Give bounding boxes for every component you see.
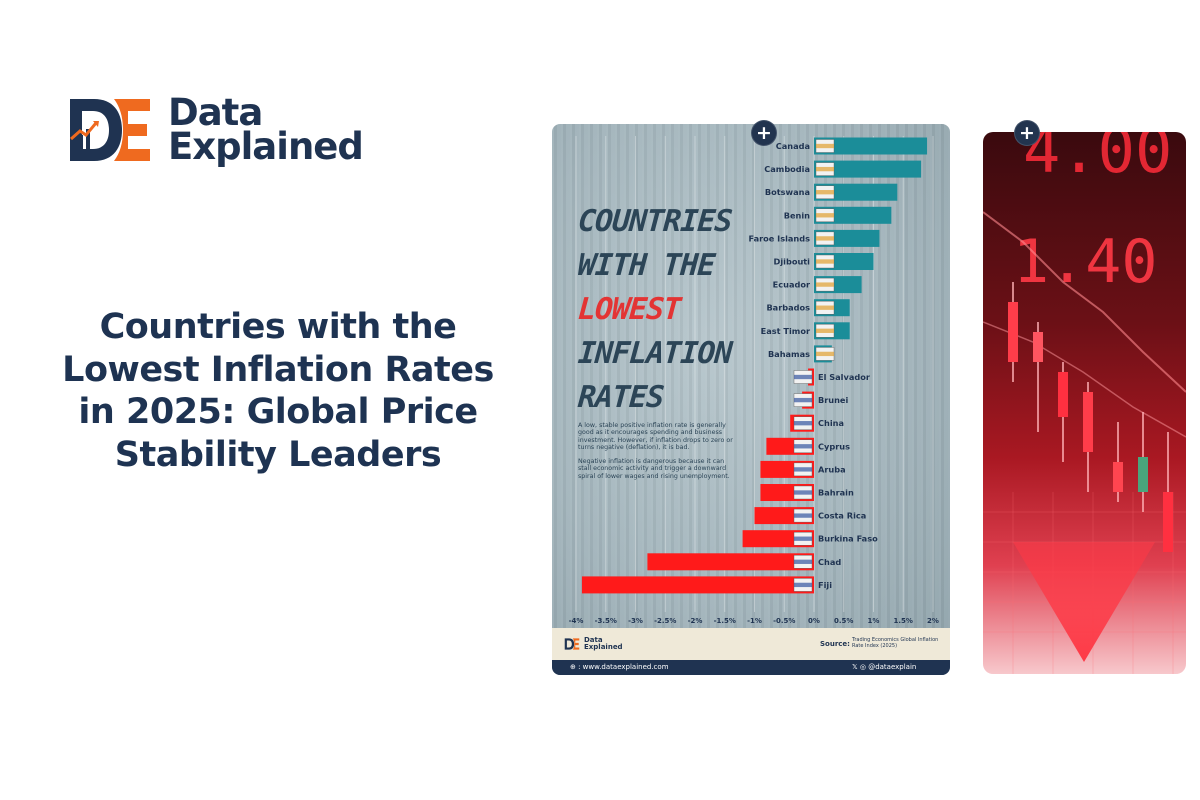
website-link[interactable]: ⊕ : www.dataexplained.com bbox=[570, 663, 669, 671]
flag-stripe bbox=[816, 166, 834, 172]
flag-stripe bbox=[816, 282, 834, 287]
x-tick-label: 1% bbox=[868, 617, 880, 625]
infographic-title: COUNTRIES WITH THE LOWEST INFLATION RATE… bbox=[576, 200, 768, 420]
country-label: Botswana bbox=[765, 187, 810, 197]
country-label: Brunei bbox=[818, 395, 848, 405]
country-label: Canada bbox=[776, 141, 810, 151]
x-tick-label: -2% bbox=[688, 617, 703, 625]
flag-stripe bbox=[794, 559, 812, 564]
flag-stripe bbox=[794, 513, 812, 518]
flag-stripe bbox=[794, 582, 812, 588]
source-label: Source: bbox=[820, 640, 850, 648]
infographic-footer: Data Explained Source: Trading Economics… bbox=[552, 628, 950, 675]
country-label: Barbados bbox=[766, 303, 810, 313]
flag-stripe bbox=[816, 259, 834, 264]
country-label: Chad bbox=[818, 557, 841, 567]
x-tick-label: -3.5% bbox=[595, 617, 617, 625]
stock-decline-graphic: 4.00 1.40 bbox=[983, 132, 1186, 674]
country-label: Benin bbox=[784, 210, 810, 220]
flag-stripe bbox=[816, 305, 834, 310]
chart-bar bbox=[647, 553, 814, 571]
country-label: Faroe Islands bbox=[748, 233, 810, 243]
title-line: Countries with the bbox=[99, 307, 457, 347]
flag-stripe bbox=[794, 467, 812, 472]
infographic-card[interactable]: -4% -3.5% -3% -2.5% -2% -1.5% -1% -0.5% 0% 0.5% 1%… bbox=[552, 124, 950, 675]
infographic-title-highlight: LOWEST bbox=[576, 292, 682, 327]
inflation-bar-chart: -4% -3.5% -3% -2.5% -2% -1.5% -1% -0.5% 0% 0.5% 1%… bbox=[569, 136, 939, 625]
de-mini-logo-icon bbox=[564, 638, 580, 650]
country-label: Bahrain bbox=[818, 488, 854, 498]
footer-logo-line-1: Data bbox=[584, 636, 603, 644]
country-label: El Salvador bbox=[818, 372, 871, 382]
country-label: Cambodia bbox=[764, 164, 810, 174]
price-digits-top: 4.00 bbox=[1023, 132, 1172, 187]
flag-stripe bbox=[816, 236, 834, 241]
x-tick-label: -0.5% bbox=[773, 617, 795, 625]
flag-stripe bbox=[816, 143, 834, 149]
country-label: Bahamas bbox=[768, 349, 810, 359]
country-label: Burkina Faso bbox=[818, 534, 878, 544]
x-tick-label: -3% bbox=[628, 617, 643, 625]
social-handle[interactable]: 𝕏 ◎ @dataexplain bbox=[852, 663, 917, 671]
country-label: Aruba bbox=[818, 464, 846, 474]
description-paragraph: Negative inflation is dangerous because … bbox=[578, 458, 730, 480]
add-image-button[interactable]: + bbox=[1014, 120, 1040, 146]
title-line: Lowest Inflation Rates bbox=[62, 349, 494, 390]
infographic-description: A low, stable positive inflation rate is… bbox=[578, 422, 738, 487]
country-label: China bbox=[818, 418, 844, 428]
flag-stripe bbox=[816, 213, 834, 218]
chart-bar bbox=[814, 160, 922, 178]
de-logo-icon bbox=[68, 97, 152, 163]
infographic-title-line: COUNTRIES bbox=[576, 204, 733, 239]
brand-wordmark: Data Explained bbox=[168, 91, 364, 168]
infographic-title-line: INFLATION bbox=[576, 336, 733, 371]
x-tick-label: 0.5% bbox=[834, 617, 853, 625]
stock-market-image[interactable]: 4.00 1.40 bbox=[983, 132, 1186, 674]
flag-stripe bbox=[794, 536, 812, 541]
infographic-title-line: RATES bbox=[576, 380, 665, 415]
flag-stripe bbox=[816, 190, 834, 195]
infographic-title-line: WITH THE bbox=[576, 248, 716, 283]
country-label: Costa Rica bbox=[818, 511, 866, 521]
add-infographic-button[interactable]: + bbox=[751, 120, 777, 146]
country-label: Cyprus bbox=[818, 441, 850, 451]
chart-bar bbox=[814, 183, 898, 201]
x-tick-label: -4% bbox=[569, 617, 584, 625]
flag-stripe bbox=[816, 328, 834, 333]
brand-line-1: Data bbox=[168, 91, 263, 134]
x-tick-label: 2% bbox=[927, 617, 939, 625]
country-label: Fiji bbox=[818, 580, 832, 590]
flag-stripe bbox=[794, 397, 812, 403]
footer-logo-line-2: Explained bbox=[584, 643, 623, 651]
flag-stripe bbox=[816, 351, 834, 357]
footer-logo: Data Explained bbox=[564, 637, 623, 651]
chart-bar bbox=[581, 576, 814, 594]
x-tick-label: -1.5% bbox=[714, 617, 736, 625]
page-title: Countries with the Lowest Inflation Rate… bbox=[14, 306, 542, 476]
source-text: Trading Economics Global Inflation Rate … bbox=[852, 637, 939, 649]
chart-bar bbox=[814, 137, 928, 155]
footer-logo-text: Data Explained bbox=[584, 637, 623, 651]
footer-bar: ⊕ : www.dataexplained.com 𝕏 ◎ @dataexpla… bbox=[552, 660, 950, 675]
x-tick-label: -2.5% bbox=[654, 617, 676, 625]
footer-band bbox=[552, 628, 950, 660]
flag-stripe bbox=[794, 374, 812, 380]
x-tick-label: 1.5% bbox=[894, 617, 913, 625]
title-line: Stability Leaders bbox=[114, 434, 442, 475]
flag-stripe bbox=[794, 490, 812, 495]
brand-line-2: Explained bbox=[168, 125, 364, 168]
price-digits-mid: 1.40 bbox=[1013, 227, 1158, 297]
x-tick-label: 0% bbox=[808, 617, 820, 625]
description-paragraph: A low, stable positive inflation rate is… bbox=[578, 422, 733, 451]
country-label: East Timor bbox=[761, 326, 811, 336]
brand-logo[interactable]: Data Explained bbox=[68, 91, 364, 168]
x-tick-label: -1% bbox=[747, 617, 762, 625]
title-line: in 2025: Global Price bbox=[78, 392, 478, 432]
country-label: Djibouti bbox=[774, 257, 811, 267]
flag-stripe bbox=[794, 421, 812, 426]
flag-stripe bbox=[794, 444, 812, 449]
country-label: Ecuador bbox=[773, 280, 811, 290]
